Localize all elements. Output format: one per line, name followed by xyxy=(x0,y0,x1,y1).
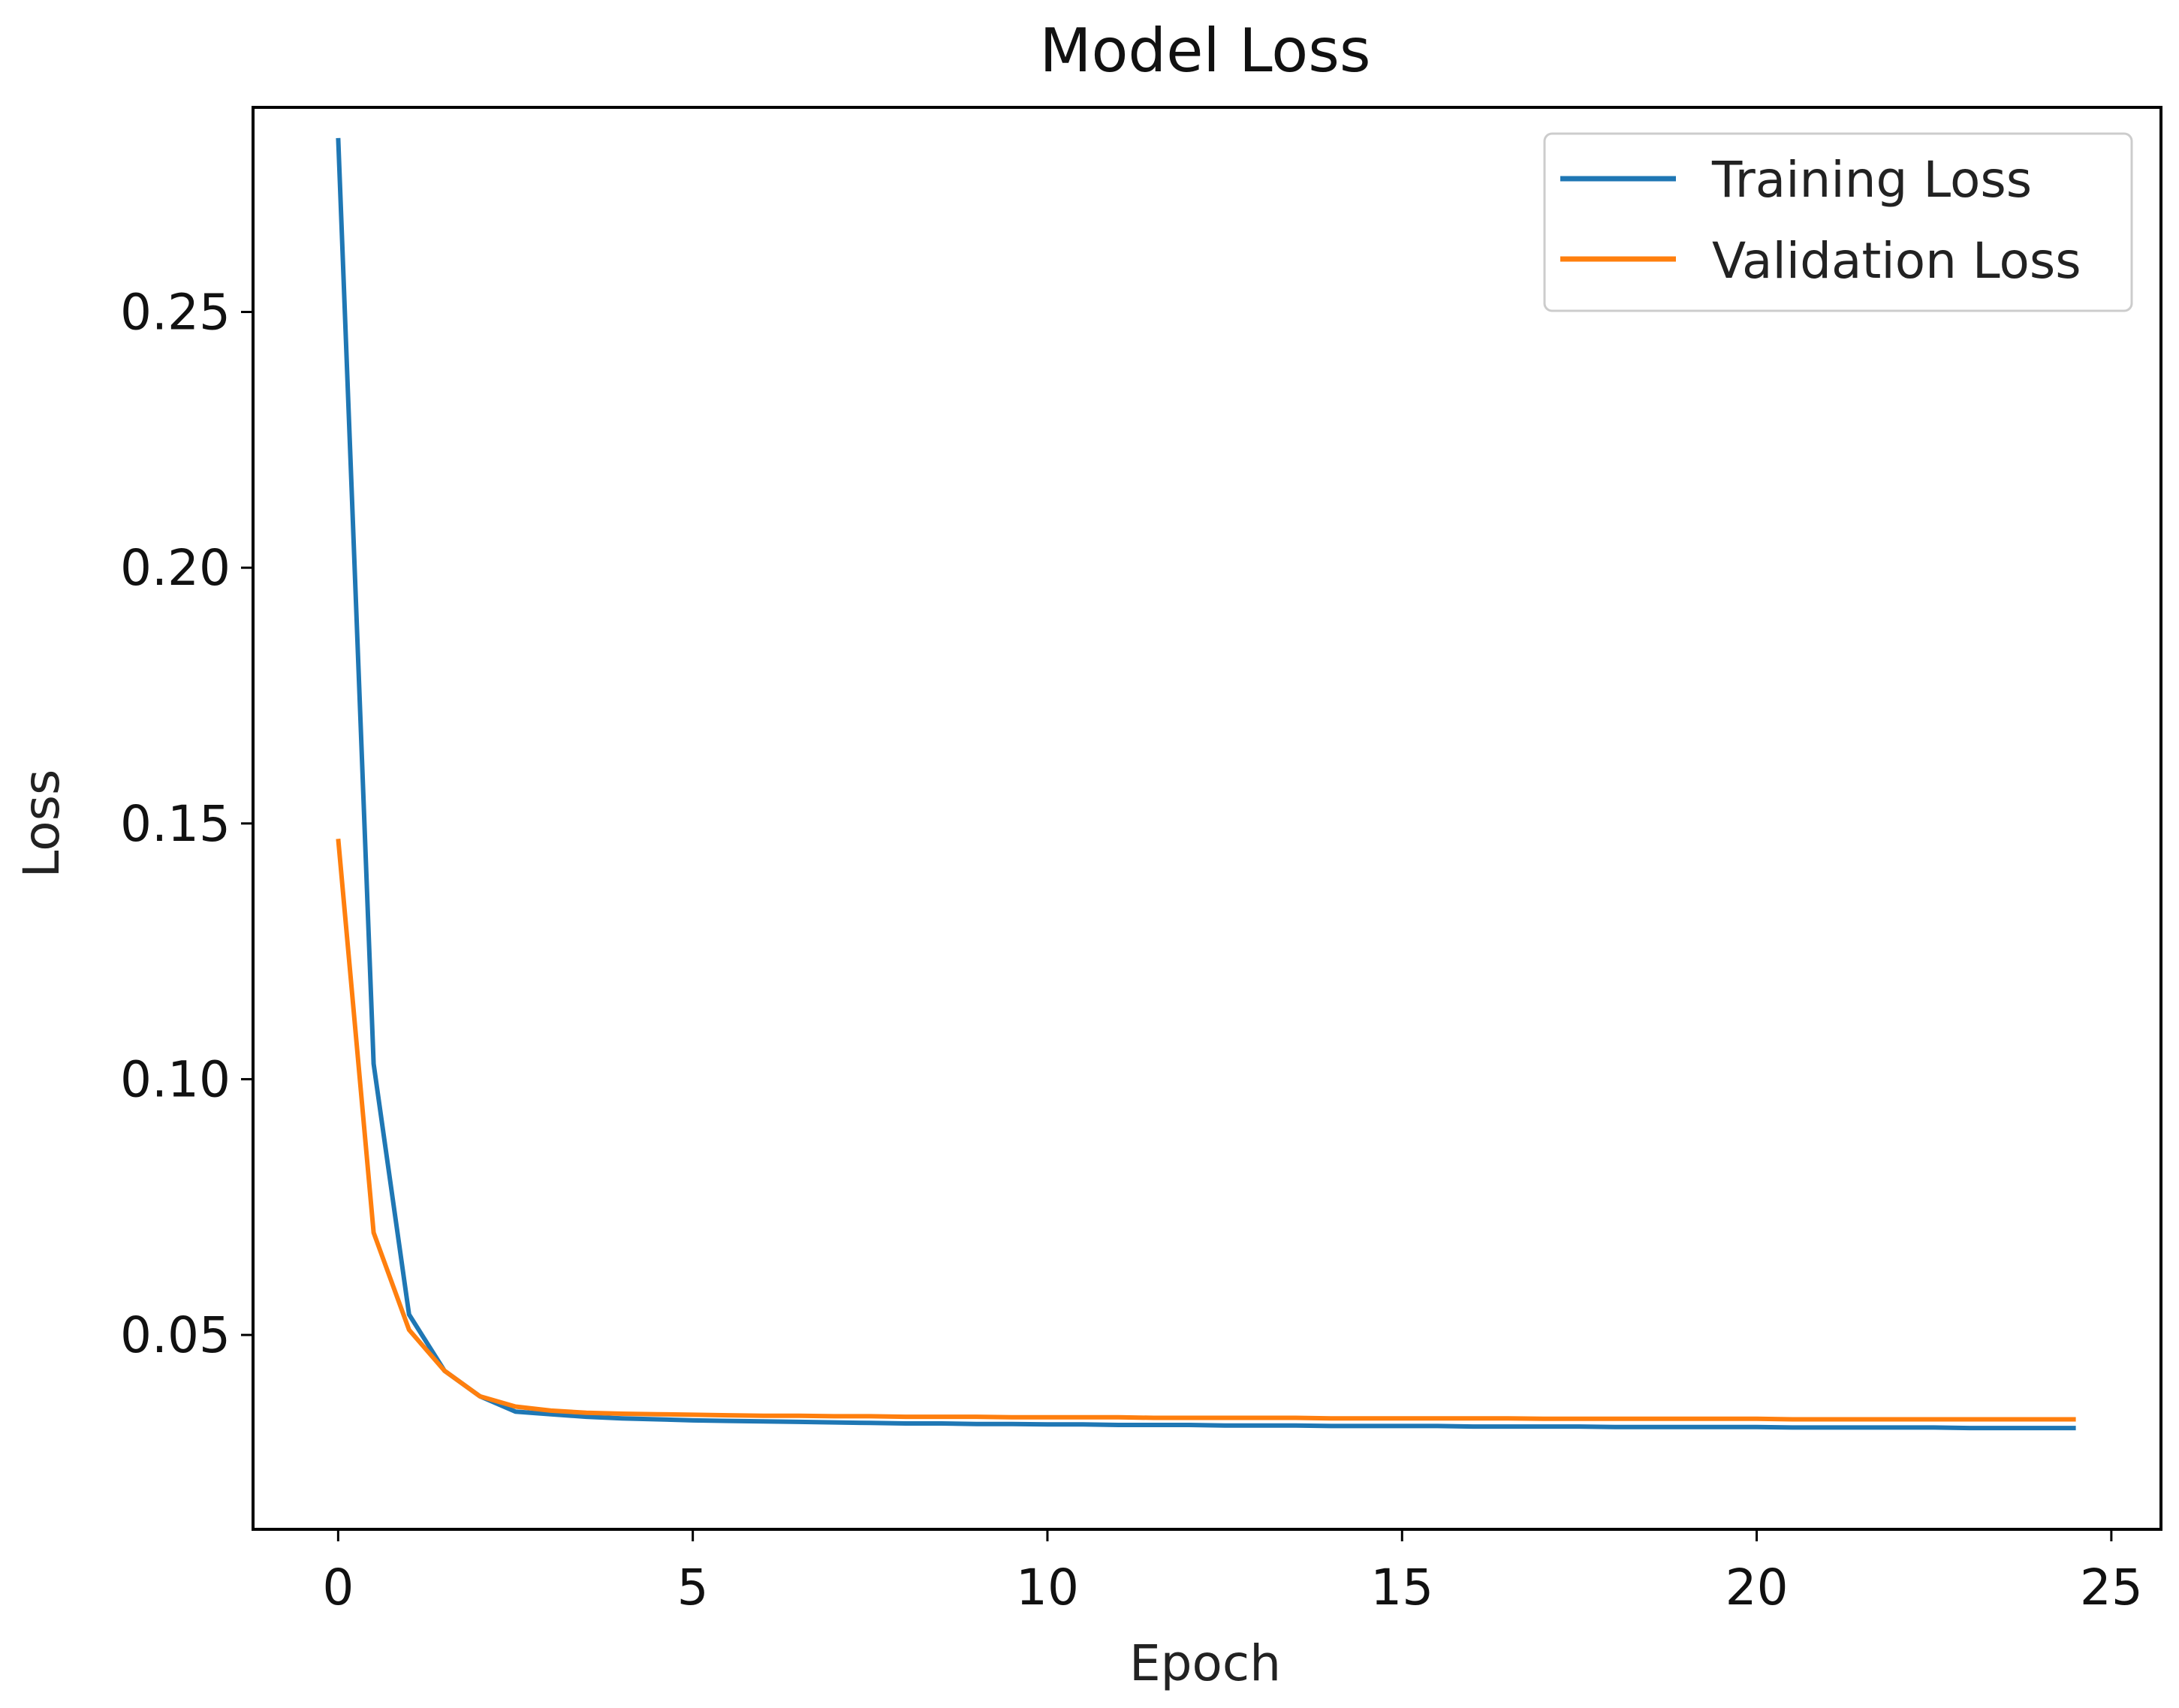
legend-box xyxy=(1543,132,2133,312)
x-tick-label: 10 xyxy=(1016,1559,1079,1616)
y-tick-label: 0.25 xyxy=(120,284,231,342)
x-tick-label: 0 xyxy=(322,1559,354,1616)
y-axis-ticks: 0.05 0.10 0.15 0.20 0.25 xyxy=(120,284,253,1364)
x-tick-label: 5 xyxy=(677,1559,709,1616)
y-axis-label: Loss xyxy=(13,770,71,878)
plot-frame xyxy=(252,106,2162,1531)
y-tick-label: 0.20 xyxy=(120,539,231,597)
x-tick-label: 20 xyxy=(1725,1559,1789,1616)
y-tick-label: 0.05 xyxy=(120,1306,231,1364)
x-axis-ticks: 0 5 10 15 20 25 xyxy=(322,1529,2143,1616)
series-layer xyxy=(336,137,2076,1431)
legend-label-training-loss: Training Loss xyxy=(1711,151,2032,209)
x-tick-label: 15 xyxy=(1370,1559,1433,1616)
legend-label-validation-loss: Validation Loss xyxy=(1712,232,2081,290)
y-tick-label: 0.10 xyxy=(120,1050,231,1108)
series-line-training-loss xyxy=(336,137,2076,1431)
x-axis-label: Epoch xyxy=(1129,1634,1281,1692)
x-tick-label: 25 xyxy=(2080,1559,2143,1616)
chart-title: Model Loss xyxy=(1039,16,1370,86)
legend: Training Loss Validation Loss xyxy=(1543,132,2133,312)
series-line-validation-loss xyxy=(336,839,2076,1422)
y-tick-label: 0.15 xyxy=(120,795,231,853)
